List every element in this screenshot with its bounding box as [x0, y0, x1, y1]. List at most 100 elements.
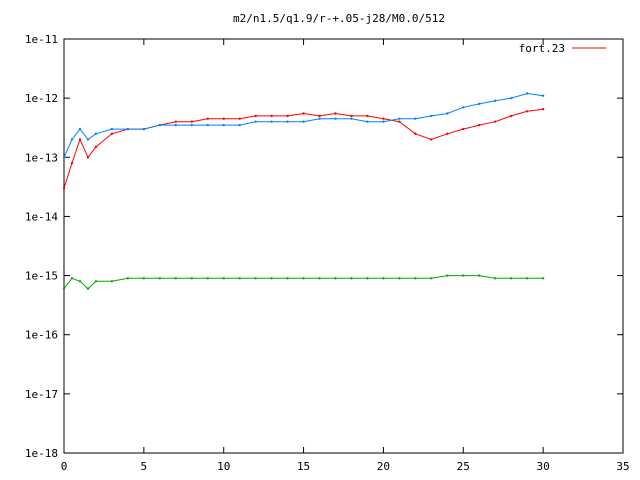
data-point [206, 117, 209, 120]
data-point [174, 120, 177, 123]
data-point [126, 127, 130, 131]
series-line [63, 92, 544, 158]
data-point [350, 114, 353, 118]
data-point [110, 132, 114, 135]
data-point [110, 280, 114, 283]
x-tick-label: 15 [297, 460, 310, 473]
data-point [254, 120, 257, 123]
data-point [238, 123, 241, 127]
data-point [382, 120, 385, 123]
data-point [541, 108, 545, 111]
data-point [94, 132, 98, 135]
data-point [62, 156, 66, 159]
data-point [398, 277, 401, 280]
series-unnamed-1 [62, 92, 545, 159]
data-point [270, 114, 273, 118]
data-point [94, 280, 98, 283]
data-point [190, 123, 193, 127]
data-point [398, 120, 401, 123]
data-point [494, 120, 497, 123]
data-point [254, 277, 257, 280]
data-point [334, 277, 337, 280]
data-point [62, 187, 66, 190]
data-point [398, 117, 401, 120]
data-point [78, 280, 82, 283]
y-tick-label: 1e-16 [25, 329, 58, 342]
data-point [78, 138, 82, 141]
data-point [86, 156, 90, 159]
axis-ticks: 0 5 10 15 20 25 30 35 1e-18 1e-17 1e-16 1e-15 1e-14 1… [25, 33, 630, 473]
data-point [494, 99, 497, 103]
data-point [350, 277, 353, 280]
data-point [62, 287, 66, 290]
y-tick-label: 1e-17 [25, 388, 58, 401]
x-tick-label: 30 [537, 460, 550, 473]
data-point [86, 287, 90, 290]
x-tick-label: 5 [141, 460, 148, 473]
data-point [430, 114, 433, 118]
data-point [222, 123, 225, 127]
data-point [270, 277, 273, 280]
data-point [430, 138, 433, 141]
x-tick-label: 25 [457, 460, 470, 473]
data-point [206, 277, 209, 280]
data-point [302, 120, 305, 123]
data-point [541, 277, 545, 280]
data-point [126, 277, 130, 280]
data-point [142, 127, 146, 131]
data-point [270, 120, 273, 123]
series-fort.23 [62, 108, 545, 190]
data-point [462, 274, 465, 277]
data-point [414, 132, 417, 135]
data-point [142, 277, 146, 280]
data-point [525, 277, 529, 280]
data-point [286, 114, 289, 118]
data-point [86, 138, 90, 141]
data-point [302, 277, 305, 280]
data-point [302, 112, 305, 115]
data-point [350, 117, 353, 120]
data-point [382, 117, 385, 120]
data-point [366, 114, 369, 118]
data-point [94, 145, 98, 149]
data-point [70, 138, 74, 141]
data-point [510, 277, 513, 280]
data-point [478, 274, 481, 277]
data-point [238, 117, 241, 120]
data-point [286, 277, 289, 280]
data-point [430, 277, 433, 280]
y-tick-label: 1e-14 [25, 210, 58, 223]
data-point [446, 112, 449, 115]
data-point [382, 277, 385, 280]
series-layer [62, 92, 545, 290]
data-point [70, 161, 74, 165]
data-point [334, 117, 337, 120]
x-tick-label: 10 [217, 460, 230, 473]
y-tick-label: 1e-15 [25, 270, 58, 283]
chart-title: m2/n1.5/q1.9/r-+.05-j28/M0.0/512 [233, 12, 445, 25]
data-point [366, 120, 369, 123]
data-point [541, 94, 545, 97]
data-point [158, 277, 162, 280]
data-point [510, 96, 513, 100]
data-point [78, 127, 82, 131]
data-point [222, 117, 225, 120]
data-point [158, 123, 162, 127]
y-tick-label: 1e-13 [25, 151, 58, 164]
x-tick-label: 0 [61, 460, 68, 473]
data-point [462, 106, 465, 109]
data-point [478, 123, 481, 127]
data-point [334, 112, 337, 115]
data-point [206, 123, 209, 127]
data-point [174, 123, 177, 127]
data-point [478, 102, 481, 106]
data-point [254, 114, 257, 118]
data-point [525, 110, 529, 113]
data-point [238, 277, 241, 280]
data-point [414, 117, 417, 120]
y-tick-label: 1e-12 [25, 92, 58, 105]
data-point [318, 277, 321, 280]
data-point [174, 277, 177, 280]
data-point [446, 132, 449, 135]
